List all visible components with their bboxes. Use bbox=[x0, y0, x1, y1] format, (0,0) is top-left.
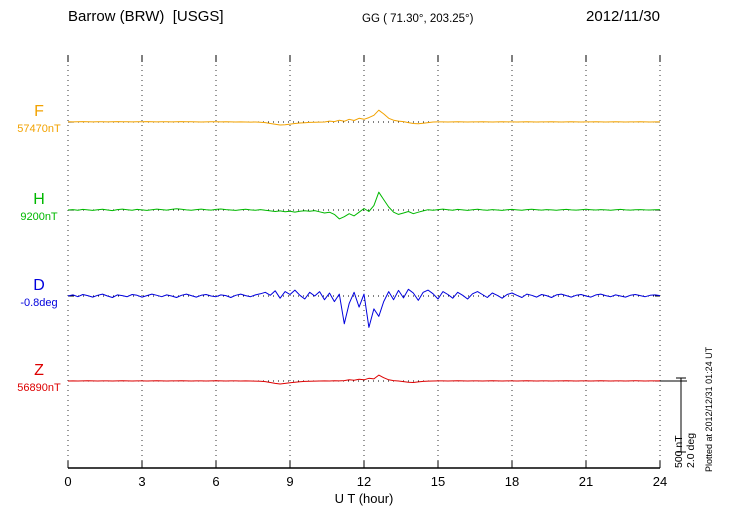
x-tick-label: 24 bbox=[653, 474, 667, 489]
trace-label-H: H 9200nT bbox=[10, 191, 68, 224]
trace-letter-Z: Z bbox=[34, 362, 44, 379]
x-tick-label: 3 bbox=[138, 474, 145, 489]
scale-bar bbox=[660, 377, 687, 453]
trace-baseline-H: 9200nT bbox=[20, 211, 58, 223]
trace-letter-F: F bbox=[34, 103, 44, 120]
scalebar-deg-label: 2.0 deg bbox=[685, 432, 697, 468]
trace-Z bbox=[67, 374, 660, 385]
geographic-coords: GG ( 71.30°, 203.25°) bbox=[362, 13, 474, 25]
x-tick-label: 6 bbox=[212, 474, 219, 489]
trace-letter-H: H bbox=[33, 191, 45, 208]
trace-baseline-Z: 56890nT bbox=[17, 382, 61, 394]
scalebar-nt-label: 500 nT bbox=[673, 435, 685, 468]
plotted-at-note: Plotted at 2012/12/31 01:24 UT bbox=[704, 346, 714, 472]
trace-baseline-F: 57470nT bbox=[17, 123, 61, 135]
trace-letter-D: D bbox=[33, 277, 45, 294]
x-axis-label: U T (hour) bbox=[334, 491, 394, 506]
trace-label-Z: Z 56890nT bbox=[10, 362, 68, 395]
x-tick-label: 0 bbox=[64, 474, 71, 489]
trace-H bbox=[67, 191, 661, 220]
x-tick-label: 15 bbox=[431, 474, 445, 489]
trace-D bbox=[67, 288, 661, 328]
trace-label-F: F 57470nT bbox=[10, 103, 68, 136]
x-tick-label: 9 bbox=[286, 474, 293, 489]
trace-label-D: D -0.8deg bbox=[10, 277, 68, 310]
trace-baseline-D: -0.8deg bbox=[20, 297, 58, 309]
plot-date: 2012/11/30 bbox=[586, 8, 660, 25]
x-tick-label: 21 bbox=[579, 474, 593, 489]
x-tick-label: 18 bbox=[505, 474, 519, 489]
station-title: Barrow (BRW) [USGS] bbox=[68, 8, 224, 25]
trace-F bbox=[67, 109, 660, 126]
x-tick-label: 12 bbox=[357, 474, 371, 489]
gridlines: 0 3 6 9 12 15 18 21 24 bbox=[64, 55, 667, 489]
